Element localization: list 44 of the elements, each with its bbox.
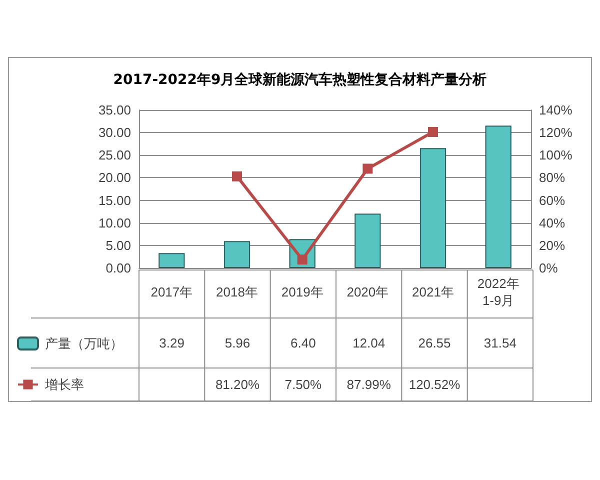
bar [485, 126, 512, 268]
point [428, 126, 438, 137]
y-tick-label: 30.00 [98, 125, 131, 140]
bar [158, 253, 185, 268]
x-tick-label: 2022年 1-9月 [477, 276, 520, 308]
data-label: 120.52% [408, 377, 461, 392]
data-label: 5.96 [224, 336, 250, 350]
y-tick-label: 15.00 [98, 192, 131, 208]
data-label: 12.04 [352, 336, 386, 350]
y2-tick-label: 0% [539, 260, 558, 276]
y-tick-label: 10.00 [98, 215, 131, 230]
y2-tick-label: 60% [539, 192, 566, 208]
x-tick-label: 2018年 [216, 284, 258, 300]
y2-tick-label: 140% [539, 102, 573, 118]
data-label: 81.20% [215, 377, 260, 392]
data-label: 31.54 [484, 336, 516, 350]
y-tick-label: 25.00 [98, 148, 131, 163]
legend-label: 增长率 [44, 377, 84, 392]
bar [224, 241, 250, 268]
y-tick-label: 5.00 [106, 238, 131, 253]
point [362, 164, 373, 174]
y-tick-label: 0.00 [106, 260, 131, 276]
point [232, 171, 242, 182]
x-tick-label: 2020年 [346, 284, 389, 300]
y2-tick-label: 100% [539, 148, 573, 163]
data-label: 26.55 [418, 336, 451, 350]
y2-tick-label: 20% [539, 238, 566, 253]
chart-title: 2017-2022年9月全球新能源汽车热塑性复合材料产量分析 [113, 71, 487, 88]
y-tick-label: 20.00 [98, 170, 131, 186]
bar [420, 148, 446, 268]
data-label: 6.40 [290, 336, 316, 350]
bar [354, 214, 381, 268]
y2-tick-label: 80% [539, 170, 566, 186]
x-tick-label: 2019年 [281, 284, 324, 300]
y-tick-label: 35.00 [98, 102, 131, 118]
x-tick-label: 2021年 [412, 284, 454, 300]
data-label: 3.29 [159, 336, 184, 350]
data-label: 87.99% [346, 377, 392, 392]
x-tick-label: 2017年 [150, 284, 193, 300]
legend-label: 产量（万吨） [45, 336, 123, 351]
data-label: 7.50% [284, 377, 322, 392]
y2-tick-label: 40% [539, 215, 566, 230]
point [297, 254, 308, 265]
y2-tick-label: 120% [539, 125, 573, 140]
